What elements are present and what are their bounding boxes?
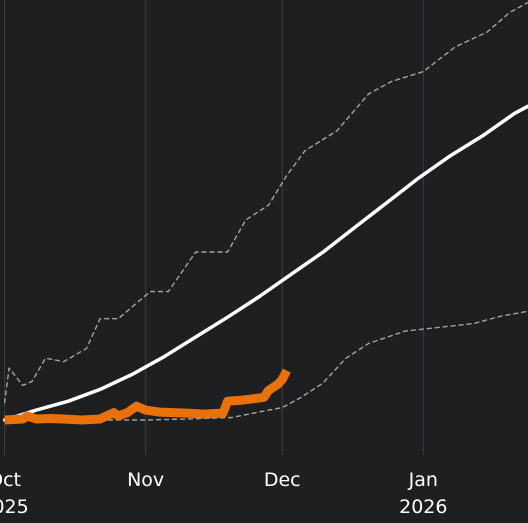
x-tick-label-dec: Dec [264, 469, 301, 491]
x-tick-label-nov: Nov [127, 469, 164, 491]
x-tick-year-2025: 2025 [0, 496, 29, 518]
x-tick-label-jan: Jan [408, 469, 438, 491]
trend-line [2, 104, 528, 422]
x-tick-year-2026: 2026 [399, 496, 447, 518]
lower-band-line [3, 310, 528, 422]
series-layer [2, 1, 528, 425]
x-tick-label-oct: Oct [0, 469, 21, 491]
grid-lines [4, 0, 424, 455]
x-axis-ticks: Oct 2025 Nov Dec Jan 2026 [0, 469, 447, 518]
upper-band-line [3, 1, 528, 404]
actual-line [4, 368, 291, 425]
